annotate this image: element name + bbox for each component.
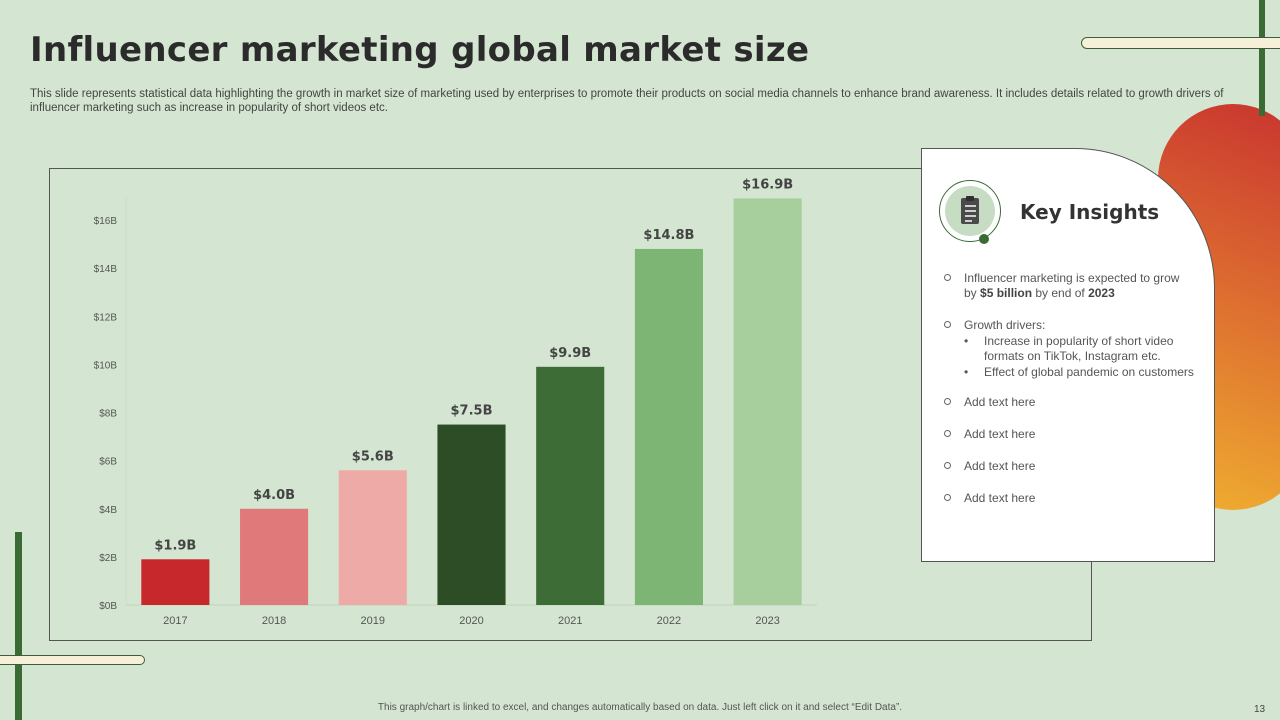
- key-insights-heading: Key Insights: [1020, 200, 1160, 224]
- bar: [437, 424, 506, 605]
- key-insights-card: Key Insights Influencer marketing is exp…: [921, 148, 1215, 562]
- data-label: $9.9B: [549, 346, 591, 361]
- slide-title: Influencer marketing global market size: [30, 30, 810, 70]
- bar: [240, 508, 309, 605]
- decorative-pill-top: [1081, 37, 1280, 49]
- decorative-vertical-bar-left: [15, 532, 22, 720]
- y-tick-label: $0B: [99, 601, 117, 612]
- y-tick-label: $16B: [94, 216, 118, 227]
- x-tick-label: 2018: [262, 615, 286, 627]
- y-tick-label: $8B: [99, 409, 117, 420]
- data-label: $1.9B: [154, 538, 196, 553]
- bar: [733, 198, 802, 605]
- data-label: $4.0B: [253, 488, 295, 503]
- insights-list: Influencer marketing is expected to grow…: [944, 271, 1194, 523]
- clipboard-list-icon: [939, 180, 1001, 244]
- insight-item-growth-drivers: Growth drivers: • Increase in popularity …: [944, 318, 1194, 380]
- decorative-vertical-bar-top: [1259, 0, 1265, 116]
- insight-placeholder[interactable]: Add text here: [944, 491, 1194, 506]
- y-tick-label: $14B: [94, 264, 118, 275]
- bar-chart[interactable]: $0B $2B $4B $6B $8B $10B $12B $14B $16B $1.9B 2017…: [49, 168, 1092, 641]
- footer-note: This graph/chart is linked to excel, and…: [377, 702, 903, 713]
- bar: [141, 559, 210, 605]
- bar: [338, 470, 407, 605]
- data-label: $14.8B: [643, 228, 694, 243]
- x-tick-label: 2022: [657, 615, 681, 627]
- page-number: 13: [1254, 704, 1266, 715]
- growth-driver-bullet: • Effect of global pandemic on customers: [964, 365, 1194, 379]
- y-tick-label: $10B: [94, 360, 118, 371]
- growth-driver-bullet: • Increase in popularity of short video f…: [964, 334, 1174, 363]
- x-tick-label: 2021: [558, 615, 582, 627]
- insight-placeholder[interactable]: Add text here: [944, 395, 1194, 410]
- x-tick-label: 2020: [459, 615, 483, 627]
- x-tick-label: 2023: [755, 615, 779, 627]
- growth-drivers-heading: Growth drivers:: [964, 318, 1046, 332]
- data-label: $16.9B: [742, 177, 793, 192]
- y-tick-label: $4B: [99, 505, 117, 516]
- insight-item-market-growth: Influencer marketing is expected to grow…: [944, 271, 1194, 301]
- x-tick-label: 2017: [163, 615, 187, 627]
- decorative-pill-left: [0, 655, 145, 665]
- bar: [536, 366, 605, 605]
- y-tick-label: $6B: [99, 457, 117, 468]
- slide-subtitle: This slide represents statistical data h…: [30, 88, 1224, 114]
- data-label: $5.6B: [352, 449, 394, 464]
- bar: [634, 248, 703, 605]
- insight-placeholder[interactable]: Add text here: [944, 427, 1194, 442]
- insight-placeholder[interactable]: Add text here: [944, 459, 1194, 474]
- x-tick-label: 2019: [361, 615, 385, 627]
- y-tick-label: $12B: [94, 312, 118, 323]
- data-label: $7.5B: [451, 404, 493, 419]
- y-tick-label: $2B: [99, 553, 117, 564]
